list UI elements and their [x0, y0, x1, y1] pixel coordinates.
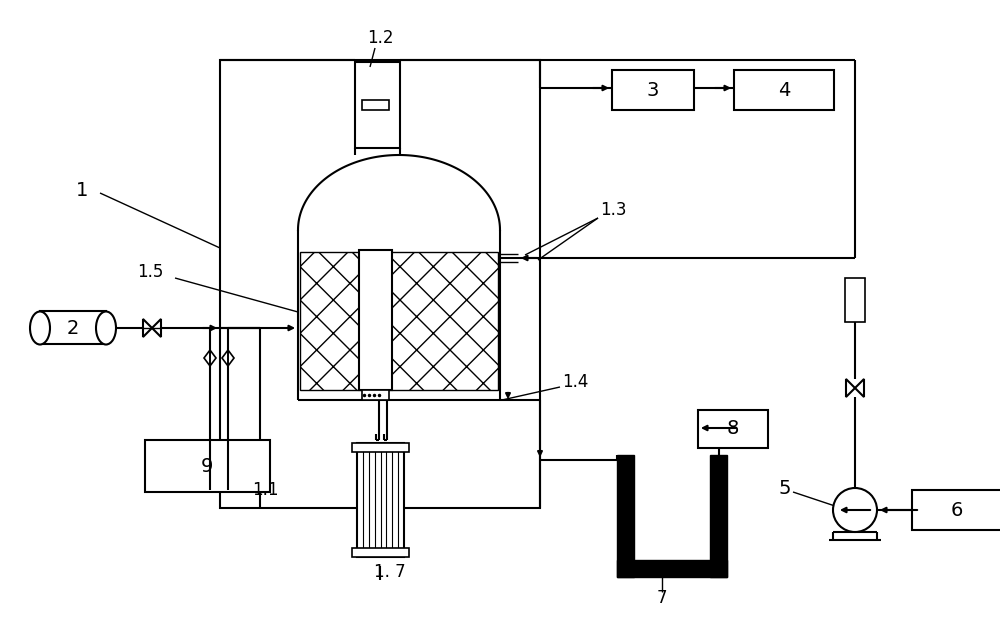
Bar	[912, 490, 1000, 530]
Text: 3: 3	[647, 81, 659, 99]
Bar	[362, 100, 389, 110]
Bar	[220, 60, 540, 508]
Text: 1.1: 1.1	[252, 481, 278, 499]
Bar	[362, 390, 389, 400]
Bar	[710, 455, 727, 577]
Bar	[355, 62, 400, 148]
Text: 7: 7	[657, 589, 667, 607]
Text: 5: 5	[778, 479, 790, 498]
Circle shape	[833, 488, 877, 532]
Text: 1.5: 1.5	[137, 263, 163, 281]
Bar	[357, 443, 404, 557]
Bar	[617, 455, 634, 577]
Text: 4: 4	[778, 81, 790, 99]
Bar	[352, 548, 409, 557]
Bar	[359, 250, 392, 390]
Ellipse shape	[96, 311, 116, 345]
Text: 1.4: 1.4	[562, 373, 588, 391]
Text: 6: 6	[951, 501, 963, 520]
Text: 1: 1	[76, 181, 88, 199]
Text: 9: 9	[201, 457, 213, 476]
Bar	[352, 443, 409, 452]
Bar	[612, 70, 694, 110]
Bar	[698, 410, 768, 448]
Text: 8: 8	[727, 420, 739, 438]
Bar	[145, 440, 270, 492]
Ellipse shape	[30, 311, 50, 345]
Bar	[734, 70, 834, 110]
Text: 1.3: 1.3	[600, 201, 626, 219]
Bar	[40, 311, 106, 344]
Text: 2: 2	[67, 318, 79, 338]
Bar	[385, 252, 498, 390]
Bar	[300, 252, 366, 390]
Text: 1.2: 1.2	[367, 29, 393, 47]
Bar	[617, 560, 727, 577]
Text: 1. 7: 1. 7	[374, 563, 406, 581]
Bar	[845, 278, 865, 322]
